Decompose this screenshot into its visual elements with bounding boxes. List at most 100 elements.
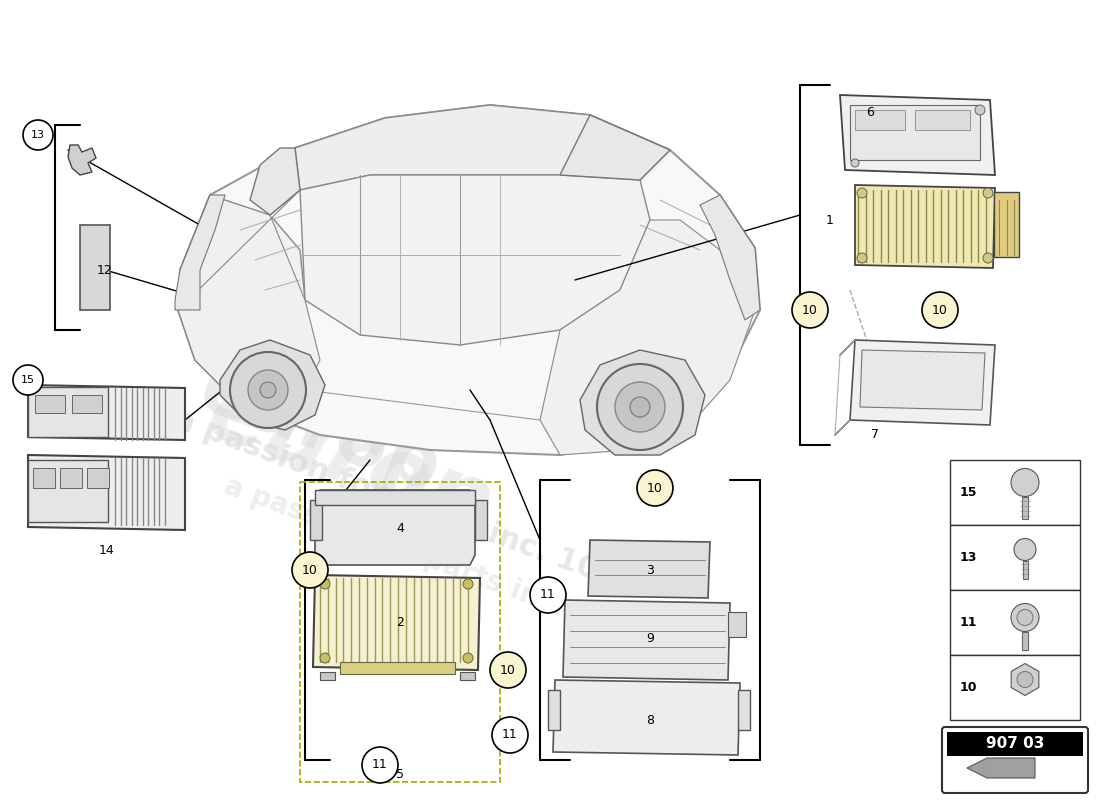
FancyBboxPatch shape xyxy=(942,727,1088,793)
Text: 15: 15 xyxy=(959,486,977,499)
Text: 9: 9 xyxy=(646,631,653,645)
Circle shape xyxy=(320,579,330,589)
Text: 7: 7 xyxy=(871,429,879,442)
Circle shape xyxy=(1014,538,1036,561)
Circle shape xyxy=(615,382,666,432)
Bar xyxy=(994,192,1019,257)
Polygon shape xyxy=(300,175,650,345)
Bar xyxy=(548,690,560,730)
Text: 10: 10 xyxy=(802,303,818,317)
Polygon shape xyxy=(580,350,705,455)
Circle shape xyxy=(492,717,528,753)
Polygon shape xyxy=(850,340,996,425)
Polygon shape xyxy=(553,680,740,755)
Circle shape xyxy=(490,652,526,688)
Polygon shape xyxy=(560,115,670,180)
Polygon shape xyxy=(314,575,480,670)
Text: 8: 8 xyxy=(646,714,654,726)
Polygon shape xyxy=(840,95,996,175)
Text: 11: 11 xyxy=(372,758,388,771)
Bar xyxy=(60,468,82,488)
Circle shape xyxy=(975,105,984,115)
Polygon shape xyxy=(967,758,1035,778)
Text: 5: 5 xyxy=(396,769,404,782)
Text: 10: 10 xyxy=(932,303,948,317)
Text: 12: 12 xyxy=(97,263,113,277)
Bar xyxy=(310,500,322,540)
Polygon shape xyxy=(178,190,320,410)
Polygon shape xyxy=(700,195,760,320)
Bar xyxy=(950,460,1080,525)
Polygon shape xyxy=(68,145,96,175)
Polygon shape xyxy=(220,340,324,430)
Text: 13: 13 xyxy=(31,130,45,140)
Circle shape xyxy=(23,120,53,150)
Bar xyxy=(80,225,110,310)
Bar xyxy=(72,395,102,413)
Polygon shape xyxy=(855,185,996,268)
Circle shape xyxy=(1011,469,1040,497)
Circle shape xyxy=(248,370,288,410)
Bar xyxy=(460,672,475,680)
Circle shape xyxy=(230,352,306,428)
Bar xyxy=(87,468,109,488)
Polygon shape xyxy=(175,195,226,310)
Circle shape xyxy=(1018,610,1033,626)
Text: 2: 2 xyxy=(396,615,404,629)
Circle shape xyxy=(983,188,993,198)
Circle shape xyxy=(13,365,43,395)
Text: 10: 10 xyxy=(500,663,516,677)
Circle shape xyxy=(292,552,328,588)
Bar xyxy=(950,655,1080,720)
Polygon shape xyxy=(250,148,300,215)
Polygon shape xyxy=(540,220,755,455)
Bar xyxy=(28,460,108,522)
Circle shape xyxy=(1018,671,1033,687)
Polygon shape xyxy=(315,490,475,565)
Text: 4: 4 xyxy=(396,522,404,534)
Bar xyxy=(738,690,750,730)
Text: europ: europ xyxy=(196,368,505,552)
Text: 1: 1 xyxy=(826,214,834,226)
Text: 10: 10 xyxy=(647,482,663,494)
Text: 3: 3 xyxy=(646,563,653,577)
Bar xyxy=(300,482,500,782)
Polygon shape xyxy=(860,350,984,410)
Circle shape xyxy=(320,653,330,663)
Bar xyxy=(1022,631,1028,650)
Polygon shape xyxy=(588,540,710,598)
Circle shape xyxy=(463,579,473,589)
Polygon shape xyxy=(28,385,185,440)
Bar xyxy=(33,468,55,488)
Polygon shape xyxy=(295,105,670,190)
Bar xyxy=(915,110,970,130)
Circle shape xyxy=(857,188,867,198)
Bar xyxy=(35,395,65,413)
Circle shape xyxy=(983,253,993,263)
Text: 13: 13 xyxy=(959,551,977,564)
Text: 10: 10 xyxy=(959,681,977,694)
Circle shape xyxy=(637,470,673,506)
Text: 907 03: 907 03 xyxy=(986,737,1044,751)
Text: a passion for parts inc. 10%: a passion for parts inc. 10% xyxy=(169,404,630,596)
Text: europ: europ xyxy=(189,352,451,508)
Text: 11: 11 xyxy=(959,616,977,629)
Text: 14: 14 xyxy=(99,543,114,557)
Circle shape xyxy=(792,292,828,328)
Text: 6: 6 xyxy=(866,106,873,118)
Bar xyxy=(950,590,1080,655)
Bar xyxy=(340,662,455,674)
Polygon shape xyxy=(178,105,760,455)
Polygon shape xyxy=(28,455,185,530)
Text: 15: 15 xyxy=(21,375,35,385)
Text: 11: 11 xyxy=(540,589,556,602)
Circle shape xyxy=(1011,603,1040,631)
Polygon shape xyxy=(178,195,305,360)
Text: a passion for parts inc. 10%: a passion for parts inc. 10% xyxy=(220,472,640,648)
Circle shape xyxy=(857,253,867,263)
Circle shape xyxy=(630,397,650,417)
Polygon shape xyxy=(1011,663,1038,695)
Bar xyxy=(475,500,487,540)
Bar xyxy=(855,110,905,130)
Bar xyxy=(950,525,1080,590)
